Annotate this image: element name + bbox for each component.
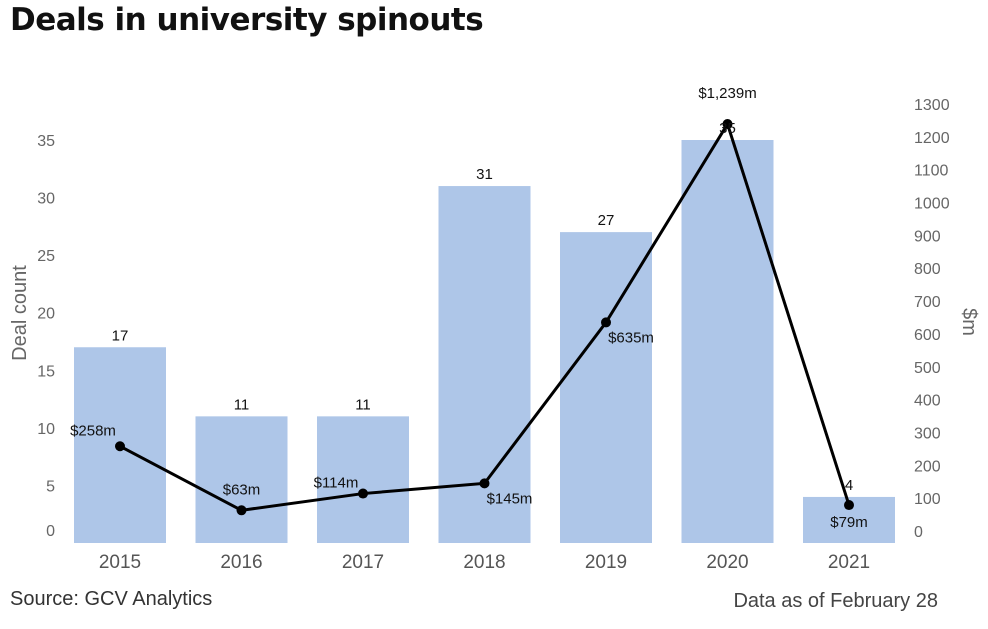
y-axis-label: Deal count [9, 265, 31, 361]
y2-tick-label: 300 [914, 425, 941, 442]
line-point [601, 317, 611, 328]
x-tick-label: 2019 [585, 552, 627, 573]
y-tick-label: 30 [37, 191, 55, 208]
y-tick-label: 25 [37, 248, 55, 265]
x-tick-label: 2021 [828, 552, 870, 573]
y-tick-label: 0 [46, 523, 55, 540]
y2-tick-label: 1300 [914, 97, 950, 114]
line-point [479, 478, 490, 489]
y-tick-label: 5 [46, 478, 55, 495]
data-as-of-note: Data as of February 28 [733, 590, 938, 612]
y2-tick-label: 200 [914, 458, 941, 475]
line-point [358, 488, 368, 499]
y2-axis-label: $m [958, 308, 980, 336]
y2-tick-label: 0 [914, 524, 923, 541]
y-tick-label: 10 [37, 421, 55, 438]
x-tick-label: 2016 [220, 552, 262, 573]
line-point [115, 441, 125, 452]
y2-tick-label: 1100 [914, 163, 949, 180]
y2-tick-label: 900 [914, 228, 941, 245]
bar-value-label: 35 [719, 120, 736, 137]
y2-tick-label: 600 [914, 327, 941, 344]
y2-tick-label: 1200 [914, 130, 950, 147]
y2-tick-label: 700 [914, 294, 941, 311]
y2-tick-label: 800 [914, 261, 941, 278]
y2-tick-label: 100 [914, 491, 941, 508]
y-tick-label: 35 [37, 133, 55, 150]
bar-value-label: 11 [355, 396, 371, 413]
bar-value-label: 4 [845, 477, 853, 494]
line-point [722, 119, 733, 130]
line-point [844, 500, 854, 511]
bar-value-label: 27 [598, 212, 615, 229]
x-tick-label: 2015 [99, 552, 141, 573]
line-value-label: $63m [223, 481, 261, 498]
line-point [236, 505, 247, 516]
source-note: Source: GCV Analytics [10, 588, 213, 610]
bar-2017 [317, 416, 409, 543]
x-tick-label: 2020 [706, 552, 748, 573]
x-tick-label: 2017 [342, 552, 384, 573]
bar-2019 [560, 232, 652, 543]
line-value-label: $79m [830, 514, 868, 531]
bar-value-label: 11 [234, 396, 250, 413]
bar-2016 [195, 416, 288, 543]
y-tick-label: 20 [37, 306, 55, 323]
line-value-label: $258m [70, 422, 116, 439]
line-value-label: $635m [608, 329, 654, 346]
bar-value-label: 31 [476, 166, 493, 183]
line-value-label: $114m [314, 475, 359, 492]
y-tick-label: 15 [37, 363, 55, 380]
chart-title: Deals in university spinouts [10, 2, 484, 38]
line-value-label: $1,239m [698, 85, 756, 102]
y2-tick-label: 500 [914, 360, 941, 377]
bar-2020 [681, 140, 774, 543]
x-tick-label: 2018 [463, 552, 505, 573]
bar-value-label: 17 [112, 327, 129, 344]
y2-tick-label: 1000 [914, 196, 950, 213]
y2-tick-label: 400 [914, 393, 941, 410]
line-value-label: $145m [487, 490, 533, 507]
